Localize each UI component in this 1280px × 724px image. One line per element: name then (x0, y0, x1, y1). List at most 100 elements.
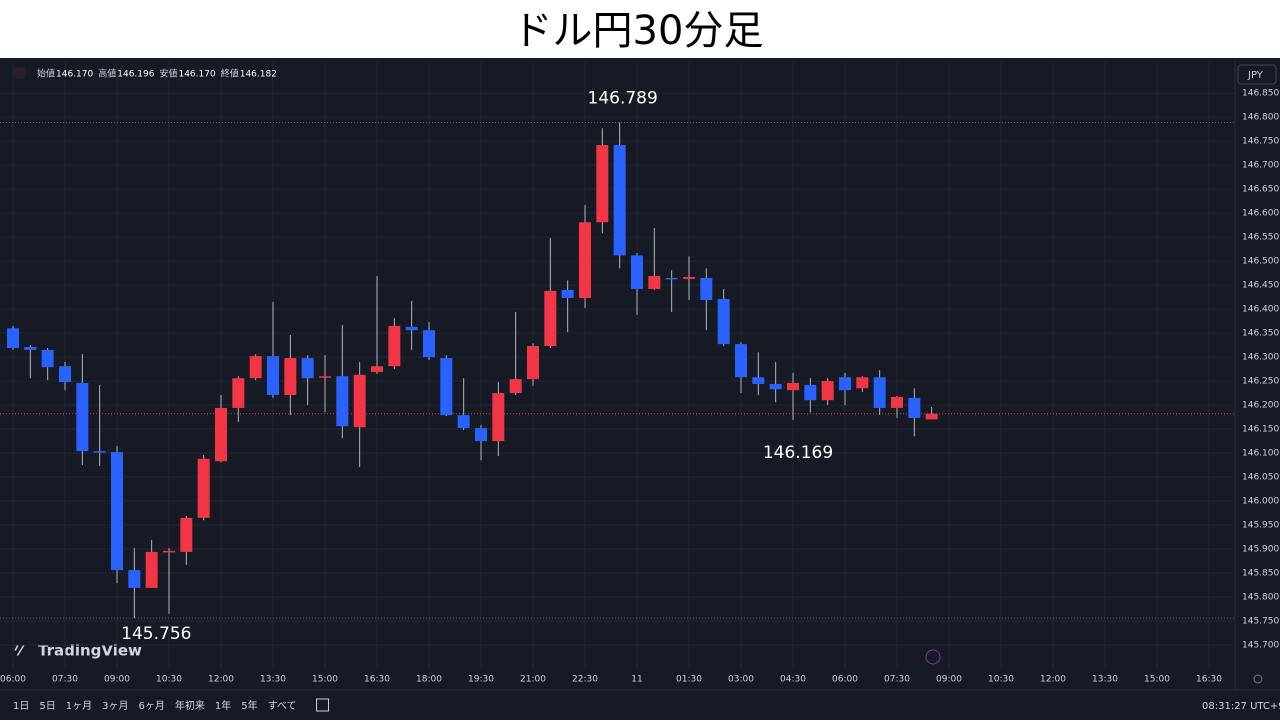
currency-button[interactable] (1237, 64, 1277, 85)
candle-body (787, 382, 799, 391)
candle-body (613, 145, 626, 256)
candle-body (371, 366, 383, 372)
candle-body (561, 289, 574, 299)
x-tick-label: 07:30 (884, 675, 910, 685)
candle-body (301, 358, 314, 379)
x-tick-label: 06:00 (0, 675, 26, 685)
x-tick-label: 09:00 (936, 675, 962, 685)
candle-body (353, 374, 366, 428)
range-button[interactable]: 6ヶ月 (139, 700, 165, 712)
range-button[interactable]: 1日 (13, 701, 29, 712)
candle-body (197, 458, 210, 518)
candle-body (24, 347, 37, 350)
y-tick-label: 146.350 (1242, 329, 1279, 339)
candle-body (475, 428, 487, 442)
candle-body (873, 377, 886, 408)
candle-body (388, 325, 401, 367)
annotation: 146.789 (588, 88, 658, 108)
candle-body (769, 383, 782, 390)
date-range-icon[interactable] (316, 698, 330, 712)
settings-icon[interactable] (1253, 674, 1263, 684)
legend-label: 安値 (159, 68, 177, 80)
x-tick-label: 06:00 (832, 675, 858, 685)
y-tick-label: 145.900 (1242, 545, 1279, 555)
clock: 08:31:27 UTC+9 (1202, 701, 1280, 712)
candle-body (249, 356, 262, 379)
candle-body (319, 376, 331, 378)
y-tick-label: 146.000 (1242, 497, 1279, 507)
candle-body (544, 290, 557, 347)
legend-value: 146.182 (240, 70, 277, 80)
y-tick-label: 146.800 (1242, 113, 1279, 123)
candle-body (839, 377, 851, 391)
candle-body (111, 452, 123, 571)
y-tick-label: 145.850 (1242, 568, 1279, 578)
candle-body (163, 550, 175, 553)
candle-body (804, 384, 817, 401)
annotation: 145.756 (121, 624, 191, 644)
candle-body (700, 277, 713, 300)
candle-body (232, 378, 245, 408)
candle-body (59, 366, 71, 383)
candle-body (128, 570, 141, 588)
y-tick-label: 146.750 (1242, 137, 1279, 147)
x-tick-label: 11 (631, 675, 642, 685)
candle-body (925, 413, 938, 420)
annotation: 146.169 (763, 443, 833, 463)
y-tick-label: 146.200 (1242, 401, 1279, 411)
candle-body (596, 145, 609, 223)
x-tick-label: 16:30 (364, 675, 390, 685)
x-tick-label: 09:00 (104, 675, 130, 685)
chart-bg (0, 58, 1280, 720)
x-tick-label: 03:00 (728, 675, 754, 685)
x-tick-label: 15:00 (312, 675, 338, 685)
candle-body (908, 397, 921, 419)
range-button[interactable]: 1ヶ月 (66, 700, 92, 712)
candle-body (735, 344, 747, 378)
candle-body (457, 415, 470, 429)
candle-body (821, 381, 834, 401)
range-button[interactable]: 5年 (241, 699, 257, 712)
candle-body (336, 376, 349, 427)
currency[interactable]: JPY (1247, 70, 1264, 81)
range-button[interactable]: すべて (268, 700, 297, 712)
range-button[interactable]: 1年 (215, 699, 231, 712)
candle-body (145, 551, 158, 588)
candle-body (856, 377, 869, 389)
y-tick-label: 145.800 (1242, 592, 1279, 602)
candle-body (423, 330, 435, 358)
logo: TradingView (38, 642, 142, 660)
candle-body (7, 328, 19, 348)
x-tick-label: 16:30 (1196, 675, 1222, 685)
y-tick-label: 146.100 (1242, 449, 1279, 459)
legend-value: 146.196 (117, 70, 154, 80)
x-tick-label: 10:30 (156, 675, 182, 685)
candle-body (215, 407, 227, 462)
candle-body (76, 382, 89, 452)
candle-body (180, 517, 193, 552)
legend-label: 始値 (37, 68, 55, 80)
range-button[interactable]: 3ヶ月 (102, 700, 128, 712)
range-button[interactable]: 5日 (39, 701, 55, 712)
candle-body (405, 326, 418, 331)
legend-value: 146.170 (178, 70, 215, 80)
y-tick-label: 146.300 (1242, 353, 1279, 363)
symbol-icon[interactable] (13, 67, 25, 79)
candle-body (579, 222, 591, 299)
candle-body (717, 299, 730, 345)
x-tick-label: 22:30 (572, 675, 598, 685)
range-button[interactable]: 年初来 (175, 699, 205, 712)
legend-label: 高値 (98, 68, 116, 80)
x-tick-label: 12:00 (1040, 675, 1066, 685)
x-tick-label: 10:30 (988, 675, 1014, 685)
y-tick-label: 146.250 (1242, 377, 1279, 387)
y-tick-label: 145.950 (1242, 521, 1279, 531)
y-tick-label: 146.150 (1242, 425, 1279, 435)
x-tick-label: 04:30 (780, 675, 806, 685)
candle-body (527, 346, 539, 380)
event-icon[interactable] (925, 649, 941, 665)
y-tick-label: 146.550 (1242, 233, 1279, 243)
x-tick-label: 07:30 (52, 675, 78, 685)
x-tick-label: 13:30 (260, 675, 286, 685)
